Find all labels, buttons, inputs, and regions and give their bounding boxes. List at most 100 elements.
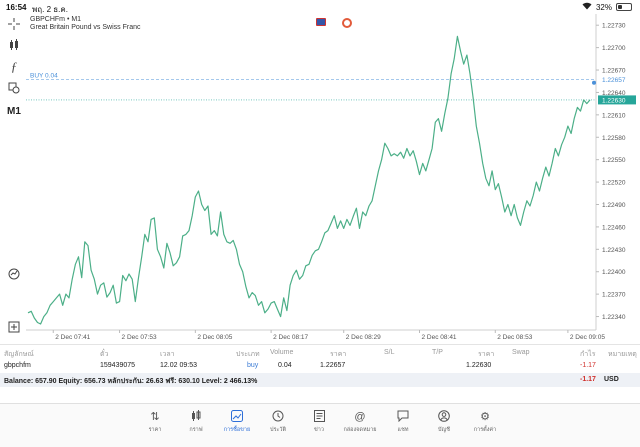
y-tick-label: 1.22610 [602, 112, 626, 119]
col-volume: Volume [270, 349, 294, 356]
x-tick-label: 2 Dec 09:05 [570, 334, 605, 341]
chf-flag-icon [342, 18, 352, 28]
nav-chat-label: แชท [397, 427, 409, 433]
y-tick-label: 1.22670 [602, 68, 626, 75]
x-tick-label: 2 Dec 08:05 [197, 334, 232, 341]
col-time: เวลา [160, 351, 175, 358]
y-tick-label: 1.22460 [602, 224, 626, 231]
nav-graph-label: กราฟ [189, 427, 203, 433]
row-symbol: gbpchfm [4, 362, 31, 369]
objects-icon[interactable] [6, 80, 22, 96]
account-currency: USD [604, 376, 619, 383]
nav-trade-label: การซื้อขาย [223, 427, 251, 433]
wifi-icon [582, 2, 592, 12]
nav-mailbox[interactable]: @ กล่องจดหมาย [340, 410, 380, 434]
battery-percent: 32% [595, 2, 612, 12]
nav-accounts-label: บัญชี [438, 427, 450, 433]
row-ticket: 159439075 [100, 362, 136, 369]
y-tick-label: 1.22340 [602, 314, 626, 321]
row-volume: 0.04 [278, 362, 292, 369]
nav-news[interactable]: ข่าว [299, 410, 339, 434]
col-comment: หมายเหตุ [608, 351, 637, 358]
new-order-icon[interactable] [6, 319, 22, 335]
nav-mailbox-label: กล่องจดหมาย [343, 427, 377, 433]
y-tick-label: 1.22400 [602, 269, 626, 276]
table-header: สัญลักษณ์ ตั๋ว เวลา ประเภท Volume ราคา S… [0, 344, 640, 358]
row-type: buy [247, 362, 259, 369]
bid-price-box [598, 95, 636, 105]
x-tick-label: 2 Dec 07:41 [55, 334, 90, 341]
gbp-flag-icon [316, 18, 326, 26]
indicators-icon[interactable] [6, 37, 22, 53]
row-price: 1.22630 [466, 362, 492, 369]
nav-history-label: ประวัติ [269, 427, 287, 433]
y-tick-label: 1.22520 [602, 180, 626, 187]
history-icon [258, 410, 298, 424]
nav-chat[interactable]: แชท [383, 410, 423, 434]
price-chart-svg[interactable]: 1.22730 1.22700 1.22670 1.22640 1.22610 1.225… [26, 14, 640, 344]
total-profit: -1.17 [580, 376, 596, 383]
chat-icon [383, 410, 423, 424]
col-symbol: สัญลักษณ์ [4, 351, 34, 358]
status-date: พฤ. 2 ธ.ค. [32, 5, 68, 14]
one-click-trade-icon[interactable] [6, 266, 22, 282]
news-icon [299, 410, 339, 424]
balance-row: Balance: 657.90 Equity: 656.73 หลักประกั… [0, 373, 640, 387]
bottom-nav: ⇅ ราคา กราฟ การซื้อขาย ประวัติ ข่าว @ กล… [0, 403, 640, 447]
balance-summary: Balance: 657.90 Equity: 656.73 หลักประกั… [4, 378, 258, 385]
nav-settings[interactable]: ⚙ การตั้งค่า [465, 410, 505, 434]
col-price: ราคา [478, 351, 495, 358]
x-tick-label: 2 Dec 08:53 [497, 334, 532, 341]
function-icon[interactable]: ƒ [10, 59, 18, 74]
price-chart[interactable]: 1.22730 1.22700 1.22670 1.22640 1.22610 1.225… [26, 14, 640, 344]
x-tick-label: 2 Dec 08:17 [273, 334, 308, 341]
col-sl: S/L [384, 349, 395, 356]
status-time: 16:54 [6, 3, 27, 12]
nav-news-label: ข่าว [314, 427, 324, 433]
x-tick-label: 2 Dec 07:53 [122, 334, 157, 341]
col-type: ประเภท [236, 351, 260, 358]
y-tick-label: 1.22430 [602, 247, 626, 254]
quotes-icon: ⇅ [150, 411, 160, 423]
y-tick-label: 1.22580 [602, 135, 626, 142]
chart-symbol-description: Great Britain Pound vs Swiss Franc [30, 24, 141, 31]
table-row[interactable]: gbpchfm 159439075 12.02 09:53 buy 0.04 1… [0, 358, 640, 373]
status-bar: 16:54 พฤ. 2 ธ.ค. 32% [0, 0, 640, 14]
col-profit: กำไร [580, 351, 596, 358]
timeframe-button[interactable]: M1 [7, 105, 21, 117]
currency-flags [316, 18, 352, 28]
nav-quotes-label: ราคา [148, 427, 162, 433]
y-tick-label: 1.22700 [602, 45, 626, 52]
nav-trade[interactable]: การซื้อขาย [217, 410, 257, 434]
y-tick-label: 1.22490 [602, 202, 626, 209]
x-tick-label: 2 Dec 08:41 [422, 334, 457, 341]
nav-graph[interactable]: กราฟ [176, 410, 216, 434]
trade-chart-icon [217, 410, 257, 424]
col-open-price: ราคา [330, 351, 347, 358]
trade-table: สัญลักษณ์ ตั๋ว เวลา ประเภท Volume ราคา S… [0, 344, 640, 387]
buy-price-label: 1.22657 [602, 77, 626, 84]
chart-toolbar: ƒ M1 [0, 14, 26, 344]
nav-quotes[interactable]: ⇅ ราคา [135, 410, 175, 434]
nav-settings-label: การตั้งค่า [473, 427, 497, 433]
buy-position-label: BUY 0.04 [30, 73, 58, 80]
col-swap: Swap [512, 349, 530, 356]
nav-history[interactable]: ประวัติ [258, 410, 298, 434]
row-open-price: 1.22657 [320, 362, 346, 369]
mail-icon: @ [354, 411, 366, 423]
gear-icon: ⚙ [480, 411, 490, 423]
y-tick-label: 1.22640 [602, 90, 626, 97]
crosshair-icon[interactable] [6, 16, 22, 32]
y-tick-label: 1.22730 [602, 23, 626, 30]
battery-icon [616, 3, 632, 11]
row-profit: -1.17 [580, 362, 596, 369]
y-tick-label: 1.22550 [602, 157, 626, 164]
price-series-line [27, 35, 591, 325]
nav-accounts[interactable]: บัญชี [424, 410, 464, 434]
buy-marker [592, 80, 596, 85]
x-tick-label: 2 Dec 08:29 [346, 334, 381, 341]
col-ticket: ตั๋ว [100, 351, 109, 358]
bid-price-label: 1.22630 [602, 97, 626, 104]
row-time: 12.02 09:53 [160, 362, 197, 369]
y-tick-label: 1.22370 [602, 292, 626, 299]
